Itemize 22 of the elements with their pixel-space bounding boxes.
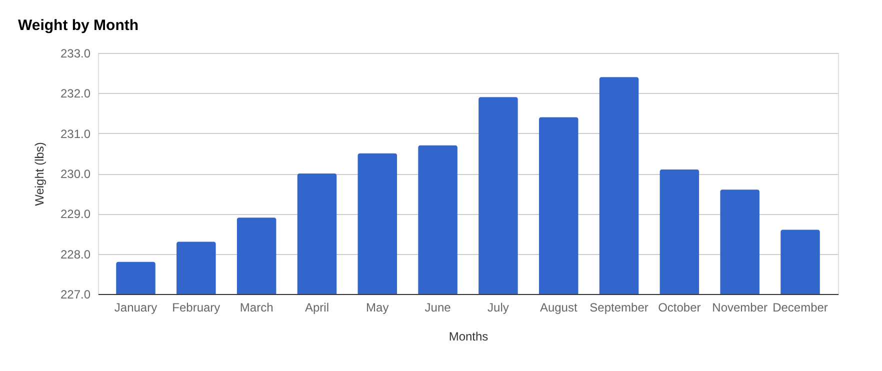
y-tick-label: 227.0 — [60, 288, 91, 302]
y-tick-label: 232.0 — [60, 86, 91, 101]
x-axis-title: Months — [448, 330, 488, 344]
x-tick-label: March — [240, 300, 274, 314]
x-tick-label: December — [772, 300, 828, 314]
chart-title: Weight by Month — [18, 17, 139, 34]
x-tick-label: June — [424, 300, 452, 314]
x-tick-label: November — [712, 300, 768, 314]
y-tick-label: 230.0 — [60, 167, 91, 181]
x-tick-label: September — [590, 300, 648, 314]
x-tick-label: May — [366, 300, 389, 314]
x-tick-label: August — [540, 300, 578, 314]
y-axis-title: Weight (lbs) — [32, 142, 46, 206]
y-tick-label: 228.0 — [60, 247, 91, 262]
x-tick-label: February — [172, 300, 220, 314]
y-tick-label: 229.0 — [60, 207, 91, 222]
x-tick-label: January — [114, 300, 158, 314]
y-tick-label: 233.0 — [60, 46, 91, 60]
y-tick-label: 231.0 — [60, 126, 91, 141]
x-tick-label: April — [304, 300, 329, 314]
x-tick-label: July — [488, 300, 509, 314]
x-tick-label: October — [658, 300, 701, 314]
